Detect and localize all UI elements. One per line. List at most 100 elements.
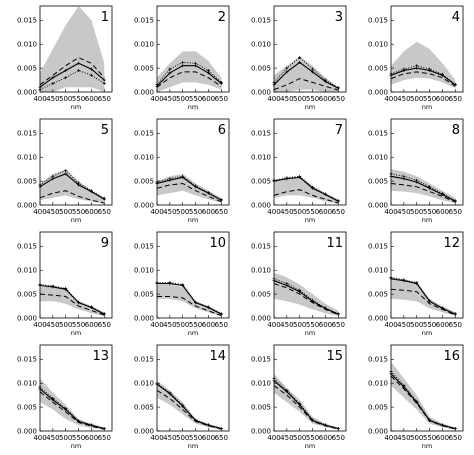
y-tick-label: 0.005 xyxy=(251,65,271,73)
dotted-point xyxy=(206,191,210,195)
y-tick-label: 0.005 xyxy=(134,178,154,186)
panel-3: 0.000 0.005 0.010 0.015 400 450 500 550 600 650 nm… xyxy=(251,5,347,111)
plot-frame xyxy=(156,231,230,319)
panel-13: 0.000 0.005 0.010 0.015 400 450 500 550 600 650 nm… xyxy=(17,344,113,450)
y-tick-label: 0.005 xyxy=(17,178,37,186)
dotted-point xyxy=(402,67,406,71)
dotted-point xyxy=(89,423,93,427)
y-tick-label: 0.000 xyxy=(134,88,154,96)
x-tick-label: 500 xyxy=(59,321,72,329)
dotted-point xyxy=(102,81,106,85)
y-tick-label: 0.005 xyxy=(134,65,154,73)
y-tick-label: 0.015 xyxy=(251,356,271,364)
x-tick-label: 650 xyxy=(449,208,462,216)
y-tick-label: 0.010 xyxy=(368,41,388,49)
y-tick-label: 0.010 xyxy=(17,380,37,388)
y-tick-label: 0.015 xyxy=(17,130,37,138)
x-tick-label: 500 xyxy=(410,95,423,103)
x-tick-label: 400 xyxy=(267,321,280,329)
dotted-point xyxy=(51,397,55,400)
range-band xyxy=(391,361,456,430)
dotted-point xyxy=(219,80,223,84)
dotted-point xyxy=(168,281,172,285)
y-tick-label: 0.000 xyxy=(251,201,271,209)
y-tick-label: 0.000 xyxy=(368,88,388,96)
dotted-point xyxy=(323,192,327,196)
dotted-point xyxy=(51,81,55,85)
dotted-point xyxy=(219,198,223,202)
x-tick-label: 450 xyxy=(280,95,293,103)
solid-point xyxy=(64,172,68,176)
plot-frame xyxy=(273,5,347,93)
x-tick-label: 400 xyxy=(267,95,280,103)
x-tick-label: 400 xyxy=(33,208,46,216)
x-tick-label: 500 xyxy=(410,434,423,442)
solid-series-line xyxy=(390,67,456,86)
range-band xyxy=(274,272,339,317)
y-tick-label: 0.000 xyxy=(17,314,37,322)
panel-16: 0.000 0.005 0.010 0.015 400 450 500 550 600 650 nm… xyxy=(368,344,464,450)
y-tick-label: 0.010 xyxy=(251,267,271,275)
panel-number: 9 xyxy=(101,236,109,251)
dotted-point xyxy=(285,176,289,180)
x-tick-label: 450 xyxy=(163,208,176,216)
x-tick-label: 450 xyxy=(280,321,293,329)
dash-series-line xyxy=(157,296,222,317)
panel-number: 11 xyxy=(326,236,343,251)
y-tick-label: 0.010 xyxy=(134,380,154,388)
dotted-point xyxy=(323,306,327,310)
dash-series-line xyxy=(39,57,105,86)
x-tick-label: 550 xyxy=(72,95,85,103)
x-axis-label: nm xyxy=(71,329,81,337)
dotted-point xyxy=(181,60,185,64)
x-tick-label: 500 xyxy=(176,321,189,329)
dotted-point xyxy=(402,278,406,282)
x-tick-label: 500 xyxy=(59,95,72,103)
x-tick-label: 550 xyxy=(189,434,202,442)
x-tick-label: 550 xyxy=(306,321,319,329)
y-tick-label: 0.000 xyxy=(251,88,271,96)
y-tick-label: 0.000 xyxy=(134,427,154,435)
y-tick-label: 0.000 xyxy=(368,314,388,322)
x-tick-label: 650 xyxy=(449,321,462,329)
x-tick-label: 450 xyxy=(46,434,59,442)
panel-number: 6 xyxy=(218,123,226,138)
panel-number: 1 xyxy=(101,10,109,25)
dash-series-line xyxy=(390,183,456,203)
x-axis-label: nm xyxy=(422,442,432,450)
x-axis-label: nm xyxy=(305,442,315,450)
solid-series-line xyxy=(39,173,105,200)
x-tick-label: 650 xyxy=(98,434,111,442)
x-axis-label: nm xyxy=(422,103,432,111)
dotted-point xyxy=(181,174,185,178)
plot-frame xyxy=(156,5,230,93)
dotted-series-line xyxy=(390,276,456,315)
x-tick-label: 600 xyxy=(85,434,98,442)
solid-series-line xyxy=(390,175,456,202)
dotted-point xyxy=(77,181,81,185)
y-tick-label: 0.005 xyxy=(251,291,271,299)
y-tick-label: 0.010 xyxy=(368,380,388,388)
dotted-series-line xyxy=(273,56,339,89)
x-tick-label: 450 xyxy=(46,95,59,103)
x-tick-label: 650 xyxy=(98,321,111,329)
dotted-series-line xyxy=(390,370,456,430)
y-tick-label: 0.015 xyxy=(134,356,154,364)
dash-series-line xyxy=(273,78,339,91)
dotted-point xyxy=(440,72,444,76)
plot-frame xyxy=(39,344,113,432)
plot-frame xyxy=(39,231,113,319)
y-tick-label: 0.005 xyxy=(251,404,271,412)
x-tick-label: 600 xyxy=(202,434,215,442)
x-tick-label: 600 xyxy=(85,95,98,103)
dotted-point xyxy=(311,298,315,302)
x-tick-label: 600 xyxy=(436,434,449,442)
x-tick-label: 500 xyxy=(293,434,306,442)
panel-number: 7 xyxy=(335,123,343,138)
x-axis-label: nm xyxy=(305,216,315,224)
solid-point xyxy=(311,70,315,74)
x-tick-label: 650 xyxy=(98,95,111,103)
dotted-series-line xyxy=(156,61,222,85)
solid-series-line xyxy=(39,284,105,315)
